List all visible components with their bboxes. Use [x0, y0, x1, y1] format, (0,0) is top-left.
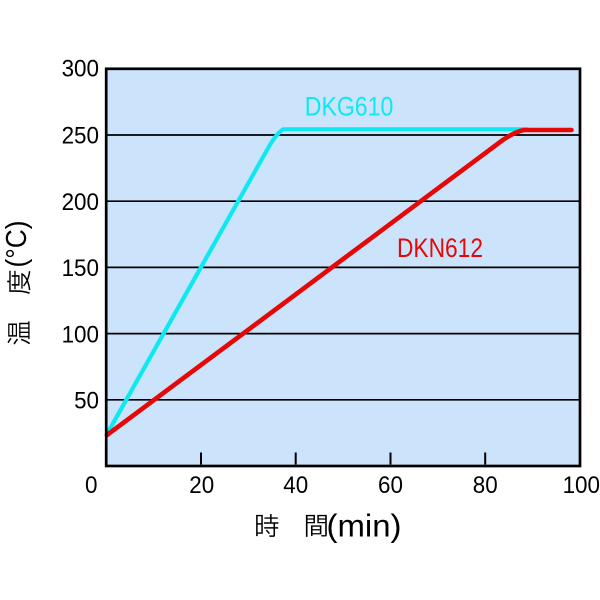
svg-text:60: 60 — [378, 472, 403, 499]
svg-text:200: 200 — [62, 189, 99, 216]
svg-text:300: 300 — [62, 56, 99, 83]
svg-text:150: 150 — [62, 255, 99, 282]
svg-text:80: 80 — [473, 472, 498, 499]
svg-text:0: 0 — [85, 472, 98, 499]
svg-text:(min): (min) — [327, 508, 402, 544]
svg-text:100: 100 — [563, 472, 600, 499]
svg-text:20: 20 — [189, 472, 214, 499]
svg-text:40: 40 — [283, 472, 308, 499]
svg-text:DKG610: DKG610 — [305, 91, 394, 121]
svg-text:(°C): (°C) — [1, 221, 33, 268]
svg-text:250: 250 — [62, 123, 99, 150]
svg-text:DKN612: DKN612 — [397, 233, 483, 263]
svg-text:50: 50 — [74, 388, 99, 415]
svg-text:100: 100 — [62, 321, 99, 348]
